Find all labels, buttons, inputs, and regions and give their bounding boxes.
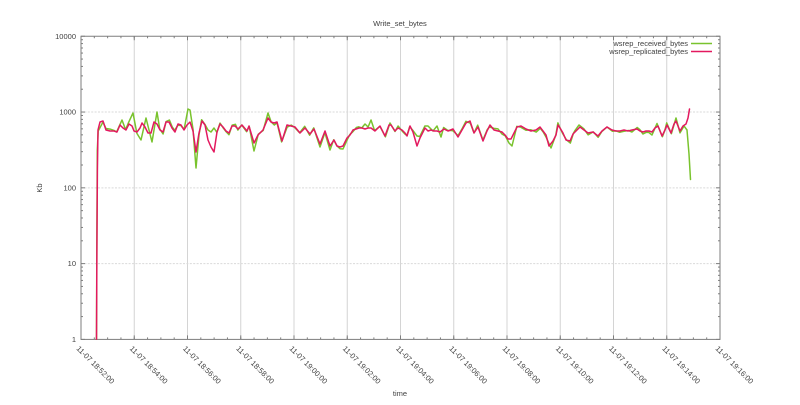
svg-text:Write_set_bytes: Write_set_bytes xyxy=(373,19,427,28)
svg-text:wsrep_replicated_bytes: wsrep_replicated_bytes xyxy=(608,47,688,56)
svg-text:wsrep_received_bytes: wsrep_received_bytes xyxy=(612,39,688,48)
svg-text:100: 100 xyxy=(63,183,76,192)
svg-text:10000: 10000 xyxy=(55,32,76,41)
svg-text:10: 10 xyxy=(68,259,76,268)
svg-text:1000: 1000 xyxy=(59,108,76,117)
svg-text:1: 1 xyxy=(72,335,76,344)
svg-text:Kb: Kb xyxy=(35,183,44,192)
svg-text:time: time xyxy=(393,389,407,398)
